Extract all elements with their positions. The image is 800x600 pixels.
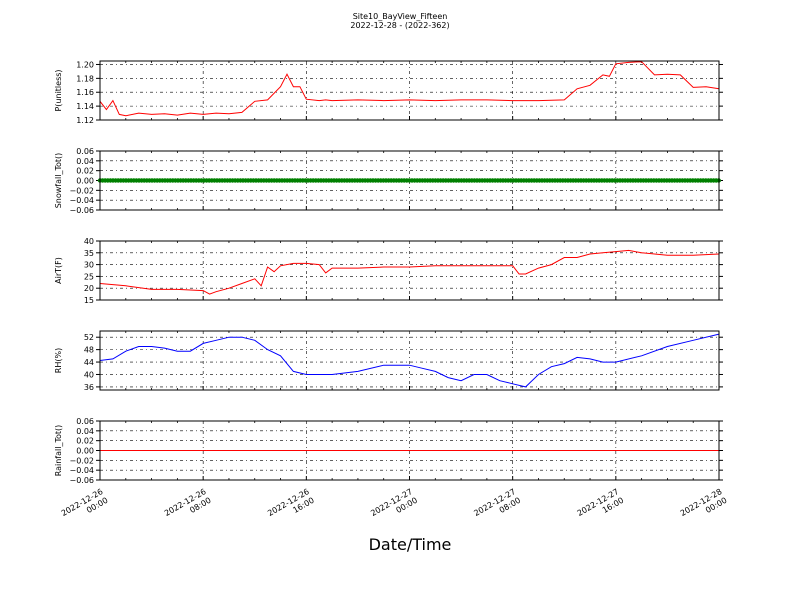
y-axis-label: RH(%) xyxy=(54,348,63,373)
y-axis-label: Rainfall_Tot() xyxy=(54,425,63,477)
y-tick-label: 1.18 xyxy=(76,74,94,83)
y-tick-label: −0.02 xyxy=(69,456,94,465)
y-tick-label: 1.14 xyxy=(76,102,94,111)
y-tick-label: 0.06 xyxy=(76,147,94,156)
y-axis-label: AirT(F) xyxy=(54,257,63,284)
y-tick-label: 0.04 xyxy=(76,157,94,166)
panel-2: −0.06−0.04−0.020.000.020.040.06 Snowfall_… xyxy=(54,147,723,215)
series-line xyxy=(99,61,720,117)
axes-frame xyxy=(99,60,720,121)
y-tick-label: 52 xyxy=(84,333,94,342)
y-tick-label: 0.02 xyxy=(76,167,94,176)
y-tick-label: 44 xyxy=(84,358,94,367)
y-tick-label: 0.06 xyxy=(76,417,94,426)
series-line xyxy=(99,333,720,388)
y-tick-label: 30 xyxy=(84,261,94,270)
y-tick-label: 1.12 xyxy=(76,116,94,125)
y-tick-label: 25 xyxy=(84,272,94,281)
panel-1: 1.12 1.14 1.16 1.18 1.20 P(unitless) xyxy=(54,60,723,125)
chart-title: Site10_BayView_Fifteen xyxy=(353,12,448,21)
y-tick-label: −0.04 xyxy=(69,196,94,205)
y-tick-label: 48 xyxy=(84,346,94,355)
y-axis-label: P(unitless) xyxy=(54,69,63,111)
y-tick-label: 20 xyxy=(84,284,94,293)
axes-frame xyxy=(99,240,720,301)
y-tick-label: −0.06 xyxy=(69,206,94,215)
axes-frame xyxy=(99,330,720,391)
y-tick-label: 15 xyxy=(84,296,94,305)
y-tick-label: 1.20 xyxy=(76,60,94,69)
panel-5: −0.06−0.04−0.020.000.020.040.06 Rainfall_… xyxy=(54,417,723,485)
y-tick-label: 0.02 xyxy=(76,437,94,446)
axes-frame xyxy=(99,150,720,211)
y-tick-label: −0.04 xyxy=(69,466,94,475)
y-tick-label: 0.04 xyxy=(76,427,94,436)
chart-subtitle: 2022-12-28 - (2022-362) xyxy=(350,21,449,30)
y-tick-label: 0.00 xyxy=(76,447,94,456)
panel-4: 36 40 44 48 52 RH(%) xyxy=(54,330,723,392)
panel-3: 15 20 25 30 35 40 AirT(F) xyxy=(54,237,723,305)
y-tick-label: −0.02 xyxy=(69,186,94,195)
axes-frame xyxy=(99,420,720,481)
y-tick-label: −0.06 xyxy=(69,476,94,485)
y-tick-label: 36 xyxy=(84,383,94,392)
x-axis-label: Date/Time xyxy=(369,535,452,554)
series-line xyxy=(99,249,720,295)
y-tick-label: 0.00 xyxy=(76,177,94,186)
y-tick-label: 35 xyxy=(84,249,94,258)
y-tick-label: 1.16 xyxy=(76,88,94,97)
panels: 1.121.141.161.181.20P(unitless)−0.06−0.0… xyxy=(54,60,723,485)
y-tick-label: 40 xyxy=(84,237,94,246)
y-tick-label: 40 xyxy=(84,370,94,379)
y-axis-label: Snowfall_Tot() xyxy=(54,153,63,209)
